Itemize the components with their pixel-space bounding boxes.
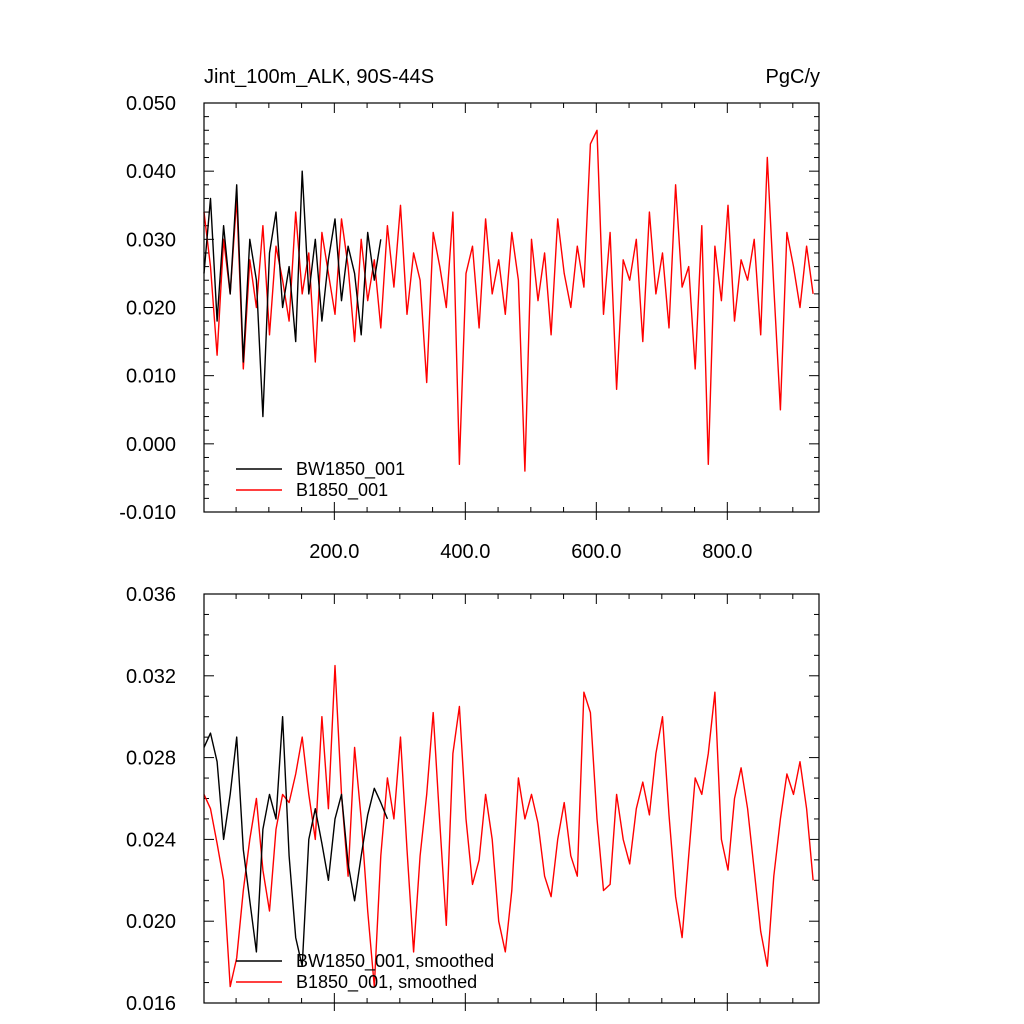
- legend-label: BW1850_001, smoothed: [296, 951, 494, 972]
- y-tick-label: 0.016: [126, 993, 176, 1015]
- x-tick-label: 200.0: [309, 541, 359, 563]
- y-tick-label: 0.032: [126, 666, 176, 688]
- bottom-panel: 0.016 0.020 0.024 0.028 0.032 0.036 BW1850_00…: [126, 584, 820, 1015]
- y-tick-label: 0.030: [126, 229, 176, 251]
- y-tick-label: 0.010: [126, 366, 176, 388]
- y-tick-label: 0.000: [126, 434, 176, 456]
- top-series-lines: [203, 129, 814, 472]
- top-title-left: Jint_100m_ALK, 90S-44S: [204, 66, 434, 88]
- top-plot-frame: [203, 102, 820, 513]
- series-line-b1850-001-smoothed: [203, 664, 814, 988]
- y-tick-label: 0.024: [126, 829, 176, 851]
- legend-label: B1850_001, smoothed: [296, 972, 477, 993]
- top-x-axis-labels: 200.0 400.0 600.0 800.0: [309, 541, 752, 563]
- series-line-bw1850-001: [203, 170, 382, 418]
- top-title-right: PgC/y: [766, 66, 820, 88]
- bottom-plot-frame: [203, 593, 820, 1004]
- x-tick-label: 400.0: [440, 541, 490, 563]
- series-line-bw1850-001-smoothed: [203, 716, 389, 967]
- top-y-axis-labels: -0.010 0.000 0.010 0.020 0.030 0.040 0.050: [119, 93, 176, 524]
- x-tick-label: 800.0: [702, 541, 752, 563]
- y-tick-label: 0.036: [126, 584, 176, 606]
- y-tick-label: -0.010: [119, 502, 176, 524]
- legend-label: BW1850_001: [296, 459, 405, 480]
- bottom-y-axis-labels: 0.016 0.020 0.024 0.028 0.032 0.036: [126, 584, 176, 1015]
- top-panel: Jint_100m_ALK, 90S-44S PgC/y -0.010 0.000…: [119, 66, 820, 563]
- y-tick-label: 0.020: [126, 298, 176, 320]
- y-tick-label: 0.050: [126, 93, 176, 115]
- x-tick-label: 600.0: [571, 541, 621, 563]
- y-tick-label: 0.020: [126, 911, 176, 933]
- y-tick-label: 0.028: [126, 748, 176, 770]
- bottom-series-lines: [203, 664, 814, 988]
- y-tick-label: 0.040: [126, 161, 176, 183]
- series-line-b1850-001: [203, 129, 814, 472]
- bottom-axis-ticks: [204, 593, 819, 1011]
- legend-label: B1850_001: [296, 480, 388, 501]
- top-axis-ticks: [204, 102, 819, 520]
